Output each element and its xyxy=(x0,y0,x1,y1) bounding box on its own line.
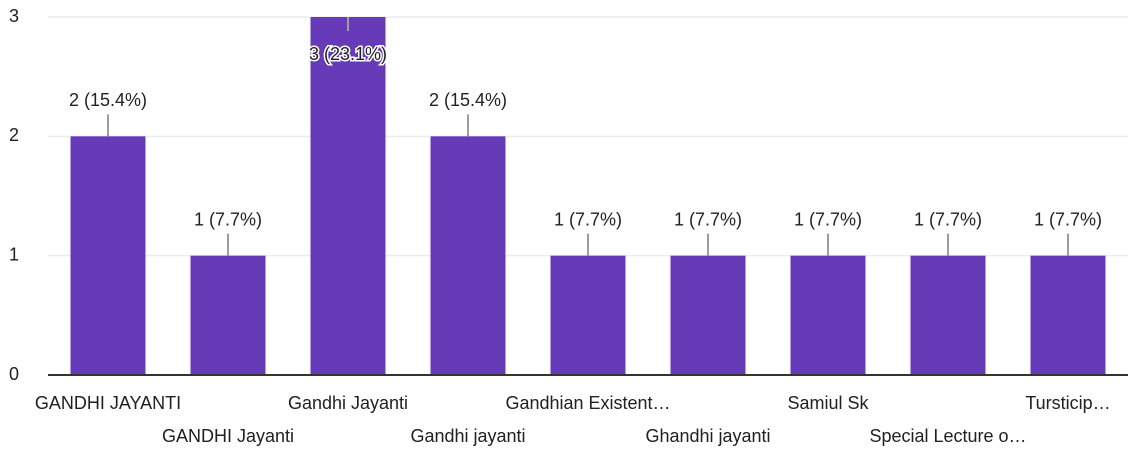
data-label: 1 (7.7%) xyxy=(794,209,862,229)
x-tick-label: Special Lecture o… xyxy=(869,426,1026,446)
x-tick-label: Samiul Sk xyxy=(787,393,869,413)
data-label: 3 (23.1%) xyxy=(309,44,387,64)
x-tick-label: GANDHI Jayanti xyxy=(162,426,294,446)
bar xyxy=(670,255,746,375)
x-tick-label: Tursticip… xyxy=(1025,393,1110,413)
y-tick-label: 2 xyxy=(9,125,19,145)
bar xyxy=(790,255,866,375)
x-tick-label: Gandhi Jayanti xyxy=(288,393,408,413)
data-label: 2 (15.4%) xyxy=(69,90,147,110)
data-label: 1 (7.7%) xyxy=(554,209,622,229)
x-tick-label: GANDHI JAYANTI xyxy=(35,393,181,413)
data-label: 1 (7.7%) xyxy=(1034,209,1102,229)
bar xyxy=(1030,255,1106,375)
bar xyxy=(190,255,266,375)
data-label: 1 (7.7%) xyxy=(914,209,982,229)
bar xyxy=(910,255,986,375)
bar xyxy=(550,255,626,375)
x-tick-label: Gandhi jayanti xyxy=(410,426,525,446)
y-tick-label: 3 xyxy=(9,6,19,26)
bar xyxy=(430,136,506,375)
data-label: 2 (15.4%) xyxy=(429,90,507,110)
bar xyxy=(70,136,146,375)
data-label: 1 (7.7%) xyxy=(194,209,262,229)
bar xyxy=(310,17,386,375)
x-tick-label: Gandhian Existent… xyxy=(505,393,670,413)
y-tick-label: 1 xyxy=(9,244,19,264)
y-tick-label: 0 xyxy=(9,364,19,384)
data-label: 1 (7.7%) xyxy=(674,209,742,229)
x-tick-label: Ghandhi jayanti xyxy=(645,426,770,446)
